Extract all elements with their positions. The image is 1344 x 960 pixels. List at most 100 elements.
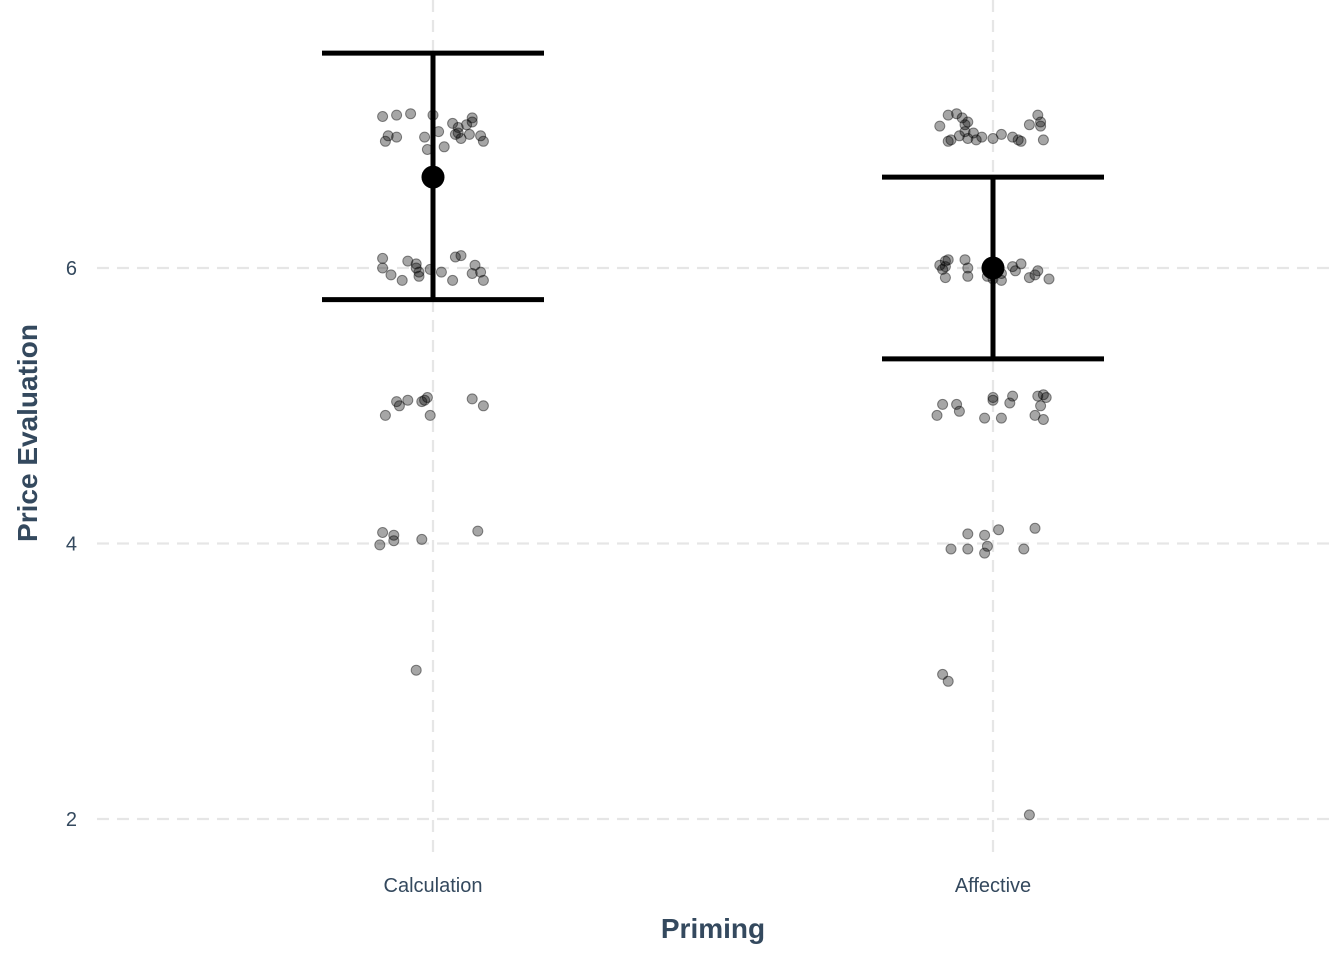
data-point [416,396,428,408]
data-point [937,668,949,680]
data-point [477,274,489,286]
data-point [1023,272,1035,284]
data-point [1032,109,1044,121]
data-point [452,127,464,139]
y-tick-label: 4 [66,534,77,556]
data-point [402,255,414,267]
data-point [931,409,943,421]
data-point [1037,414,1049,425]
data-point [455,133,467,144]
data-point [1035,120,1047,132]
data-point [419,131,431,143]
data-point [1018,543,1030,555]
mean-point [981,256,1005,280]
data-point [979,547,991,559]
data-point [413,270,425,282]
data-point [449,251,461,263]
x-axis-title: Priming [661,913,765,944]
data-point [1023,119,1035,131]
data-point [953,405,965,417]
data-point [438,141,450,153]
data-point [979,529,991,541]
data-point [461,119,473,131]
data-point [962,270,974,282]
data-point [388,529,400,541]
data-point [382,130,394,142]
data-point [1032,265,1044,277]
data-point [934,120,946,132]
data-point [416,533,428,545]
data-point [962,133,974,144]
data-point [987,394,999,406]
data-point [466,393,478,405]
data-point [1023,809,1035,821]
data-point [942,109,954,121]
data-point [953,130,965,142]
data-point [385,269,397,281]
data-point [435,266,447,278]
data-point [945,543,957,555]
data-point [466,116,478,128]
data-point [956,112,968,124]
data-point [939,261,951,273]
data-point [951,108,963,120]
data-point [1037,134,1049,146]
data-point [937,263,949,275]
data-point [402,394,414,406]
data-point [424,409,436,421]
data-point [374,539,386,551]
data-point [410,262,422,274]
data-point [962,116,974,128]
data-point [410,664,422,676]
data-point [447,274,459,286]
data-point [469,259,481,271]
data-point [951,398,963,410]
data-point [976,131,988,143]
data-point [1015,258,1027,270]
mean-point [421,165,445,189]
data-point [939,272,951,284]
data-point [987,133,999,144]
data-point [1004,397,1016,409]
data-point [391,396,403,408]
data-point [962,262,974,274]
data-point [1015,135,1027,147]
data-point [466,112,478,124]
data-point [959,126,971,138]
data-point [477,400,489,412]
data-point [962,528,974,540]
data-point [1012,134,1024,146]
jitter-points [374,108,1055,821]
data-point [995,412,1007,424]
data-point [405,108,417,120]
data-point [1043,273,1055,285]
data-point [979,412,991,424]
data-point [942,135,954,147]
data-point [995,128,1007,140]
data-point [1040,392,1052,403]
data-point [1037,389,1049,401]
data-point [449,128,461,140]
data-point [1009,265,1021,277]
data-point [993,524,1005,536]
data-point [419,394,431,406]
data-point [934,259,946,271]
data-point [937,398,949,410]
data-point [962,543,974,555]
data-point [987,392,999,403]
data-point [475,266,487,278]
data-point [393,400,405,412]
y-tick-label: 2 [66,809,77,831]
data-point [472,525,484,537]
data-point [410,258,422,270]
data-point [377,252,389,264]
data-point [1007,131,1019,143]
x-tick-label: Affective [955,875,1031,897]
data-point [1029,409,1041,421]
data-point [388,535,400,547]
data-point [475,130,487,142]
data-point [1035,400,1047,412]
data-point [967,127,979,139]
data-point [377,111,389,122]
